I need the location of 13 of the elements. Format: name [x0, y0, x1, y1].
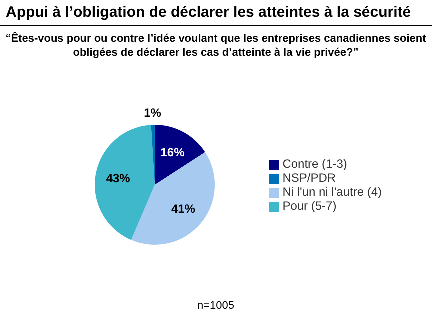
- legend-label: Pour (5-7): [282, 199, 337, 213]
- data-label: 1%: [144, 106, 162, 120]
- text: n=1005: [196, 300, 236, 312]
- data-label: 43%: [106, 172, 131, 186]
- legend-label: Contre (1-3): [282, 157, 348, 171]
- data-label: 16%: [160, 145, 186, 160]
- pie-slice: [155, 125, 206, 185]
- chart-subtitle: “Êtes-vous pour ou contre l’idée voulant que les entreprises canadiennes soient obligées de déclarer les cas d’atteinte à la vie privée?”: [4, 31, 428, 60]
- legend-label: Ni l'un ni l'autre (4): [282, 185, 382, 199]
- data-label: 41%: [171, 202, 196, 216]
- legend-label: NSP/PDR: [282, 171, 336, 185]
- chart-title: Appui à l’obligation de déclarer les atteintes à la sécurité: [0, 0, 432, 26]
- pie-slice: [95, 125, 155, 240]
